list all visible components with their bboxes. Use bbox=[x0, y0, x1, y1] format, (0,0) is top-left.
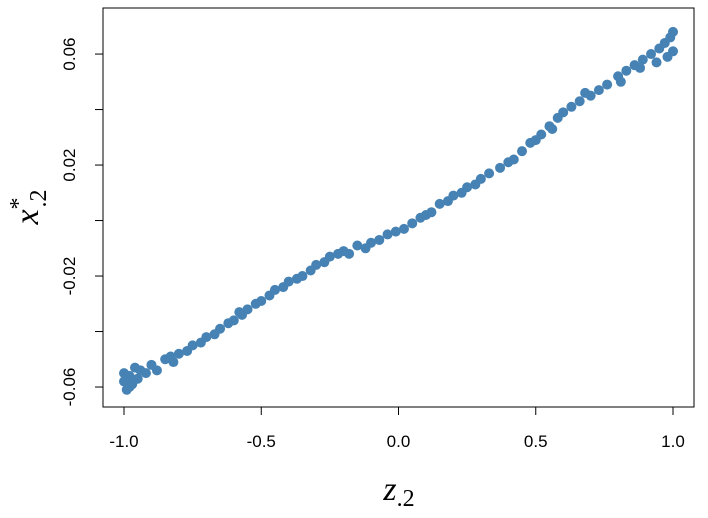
point bbox=[234, 307, 245, 318]
y-tick-label: -0.06 bbox=[60, 368, 79, 407]
point bbox=[547, 123, 558, 134]
y-tick-label: 0.02 bbox=[60, 149, 79, 182]
point bbox=[475, 173, 486, 184]
point bbox=[215, 323, 226, 334]
point bbox=[495, 162, 506, 173]
y-tick-label: -0.02 bbox=[60, 257, 79, 296]
point bbox=[366, 237, 377, 248]
point bbox=[651, 57, 662, 68]
point bbox=[135, 365, 146, 376]
point bbox=[668, 26, 679, 37]
point bbox=[462, 182, 473, 193]
point bbox=[536, 129, 547, 140]
point bbox=[508, 154, 519, 165]
point bbox=[283, 276, 294, 287]
point bbox=[566, 101, 577, 112]
y-axis-label: x*.2 bbox=[6, 189, 52, 225]
x-tick-label: -1.0 bbox=[109, 432, 138, 451]
point bbox=[352, 240, 363, 251]
point bbox=[615, 76, 626, 87]
point bbox=[398, 223, 409, 234]
y-label-base: x bbox=[9, 209, 46, 225]
point bbox=[602, 79, 613, 90]
point bbox=[124, 370, 135, 381]
point bbox=[662, 51, 673, 62]
y-label-subscript: .2 bbox=[26, 189, 52, 207]
point bbox=[256, 296, 267, 307]
x-tick-label: -0.5 bbox=[247, 432, 276, 451]
point bbox=[390, 226, 401, 237]
point bbox=[448, 190, 459, 201]
point bbox=[269, 284, 280, 295]
point bbox=[201, 332, 212, 343]
point bbox=[635, 62, 646, 73]
point bbox=[165, 351, 176, 362]
x-axis-label: z.2 bbox=[382, 471, 414, 512]
point bbox=[151, 365, 162, 376]
point bbox=[382, 229, 393, 240]
point bbox=[407, 218, 418, 229]
point bbox=[484, 168, 495, 179]
point bbox=[434, 198, 445, 209]
x-label-subscript: .2 bbox=[397, 486, 415, 512]
point bbox=[621, 65, 632, 76]
point bbox=[426, 207, 437, 218]
point bbox=[593, 85, 604, 96]
x-tick-label: 1.0 bbox=[661, 432, 685, 451]
point bbox=[580, 87, 591, 98]
point bbox=[132, 373, 143, 384]
x-tick-label: 0.5 bbox=[524, 432, 548, 451]
point bbox=[324, 251, 335, 262]
point bbox=[242, 304, 253, 315]
point bbox=[558, 107, 569, 118]
point bbox=[344, 248, 355, 259]
point bbox=[374, 234, 385, 245]
point bbox=[637, 54, 648, 65]
point bbox=[311, 259, 322, 270]
point bbox=[297, 271, 308, 282]
y-label-superscript: * bbox=[6, 197, 32, 209]
point bbox=[646, 49, 657, 60]
point bbox=[228, 315, 239, 326]
point bbox=[173, 348, 184, 359]
point bbox=[124, 382, 135, 393]
point bbox=[187, 340, 198, 351]
y-tick-label: 0.06 bbox=[60, 38, 79, 71]
point bbox=[517, 146, 528, 157]
point bbox=[574, 96, 585, 107]
x-tick-label: 0.0 bbox=[387, 432, 411, 451]
x-label-base: z bbox=[382, 471, 396, 508]
